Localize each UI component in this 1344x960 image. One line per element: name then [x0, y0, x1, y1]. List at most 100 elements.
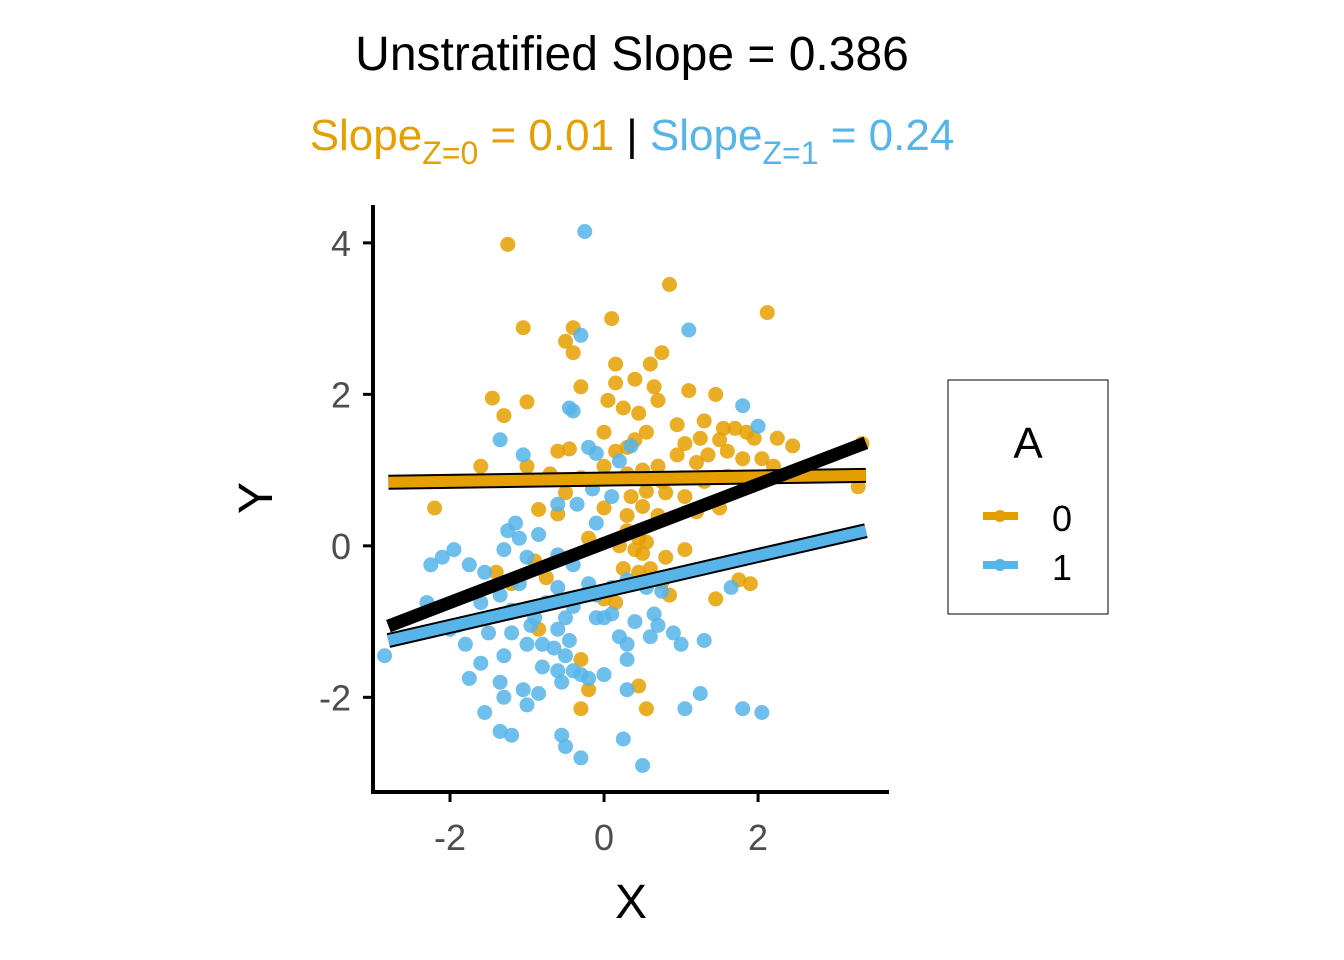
- point-a1: [531, 527, 547, 542]
- point-a1: [504, 625, 520, 641]
- point-a0: [623, 489, 639, 505]
- point-a0: [631, 678, 647, 694]
- point-a1: [492, 432, 508, 448]
- point-a1: [692, 686, 708, 701]
- y-axis-label: Y: [230, 482, 283, 514]
- legend-label-1: 1: [1052, 547, 1072, 588]
- point-a1: [573, 667, 589, 683]
- x-tick-label: 0: [594, 817, 614, 858]
- point-a0: [638, 483, 654, 499]
- point-a0: [565, 345, 581, 361]
- point-a1: [588, 515, 604, 531]
- legend-box: [947, 379, 1109, 615]
- point-a0: [658, 485, 674, 501]
- point-a1: [735, 701, 751, 717]
- chart-subtitle: SlopeZ=0 = 0.01 | SlopeZ=1 = 0.24: [310, 111, 955, 171]
- point-a1: [565, 403, 581, 419]
- point-a0: [708, 386, 724, 402]
- point-a0: [596, 458, 612, 474]
- point-a0: [754, 451, 770, 467]
- subtitle-z0-rest: = 0.01: [478, 111, 614, 160]
- point-a1: [646, 606, 662, 622]
- legend: A 0 1: [947, 379, 1109, 615]
- point-a0: [596, 424, 612, 440]
- subtitle-z0-sub: Z=0: [422, 135, 478, 171]
- point-a1: [473, 655, 489, 671]
- point-a1: [696, 633, 712, 648]
- point-a1: [619, 636, 635, 652]
- point-a1: [573, 327, 589, 343]
- point-a1: [461, 670, 477, 686]
- point-a1: [511, 530, 527, 546]
- point-a0: [696, 413, 712, 429]
- point-a1: [681, 322, 697, 338]
- point-a1: [627, 614, 643, 630]
- point-a1: [650, 617, 666, 633]
- point-a0: [677, 489, 693, 505]
- point-a0: [500, 236, 516, 252]
- point-a1: [434, 549, 450, 565]
- point-a1: [615, 731, 631, 747]
- subtitle-z1-rest: = 0.24: [819, 111, 955, 160]
- point-a0: [769, 430, 785, 446]
- point-a0: [654, 345, 670, 361]
- subtitle-separator: |: [614, 111, 650, 160]
- point-a0: [638, 701, 654, 717]
- point-a0: [692, 430, 708, 446]
- point-a0: [427, 500, 443, 516]
- point-a1: [561, 633, 577, 648]
- y-tick-label: 0: [331, 526, 351, 567]
- point-a1: [619, 682, 635, 698]
- point-a0: [650, 458, 666, 474]
- point-a1: [461, 557, 477, 573]
- point-a1: [550, 580, 566, 595]
- point-a0: [627, 371, 643, 387]
- point-a1: [446, 542, 462, 558]
- point-a1: [611, 453, 627, 469]
- point-a0: [550, 443, 566, 459]
- point-a0: [496, 408, 512, 424]
- point-a0: [558, 485, 573, 501]
- point-a1: [604, 489, 620, 505]
- point-a1: [642, 629, 658, 645]
- chart-title: Unstratified Slope = 0.386: [355, 28, 909, 81]
- point-a1: [558, 648, 573, 664]
- point-a0: [631, 405, 647, 421]
- point-a0: [531, 502, 547, 517]
- point-a0: [712, 432, 728, 448]
- point-a0: [538, 570, 554, 586]
- point-a0: [635, 499, 651, 514]
- point-a1: [573, 750, 589, 766]
- point-a1: [554, 727, 570, 743]
- point-a0: [558, 333, 573, 349]
- point-a1: [596, 610, 612, 626]
- point-a1: [569, 496, 585, 512]
- point-a0: [573, 379, 589, 395]
- point-a1: [423, 557, 439, 573]
- point-a1: [558, 610, 573, 626]
- point-a0: [608, 595, 624, 611]
- point-a0: [650, 392, 666, 408]
- point-a0: [635, 545, 651, 561]
- point-a1: [477, 705, 493, 720]
- point-a0: [735, 451, 751, 467]
- point-a0: [646, 379, 662, 395]
- points-layer: [377, 224, 870, 773]
- point-a1: [577, 224, 593, 239]
- fit-line-a1: [387, 525, 868, 646]
- point-a1: [723, 580, 739, 595]
- point-a1: [635, 758, 651, 773]
- point-a1: [523, 617, 539, 633]
- point-a0: [727, 420, 743, 436]
- x-axis-label: X: [615, 876, 647, 929]
- x-tick-label: -2: [434, 817, 466, 858]
- point-a1: [515, 682, 531, 698]
- point-a0: [615, 561, 631, 577]
- point-a0: [746, 430, 762, 446]
- fit-line-overall: [386, 436, 869, 633]
- point-a0: [581, 682, 597, 698]
- point-a1: [492, 674, 508, 690]
- subtitle-z0-base: Slope: [310, 111, 423, 160]
- point-a0: [642, 356, 658, 372]
